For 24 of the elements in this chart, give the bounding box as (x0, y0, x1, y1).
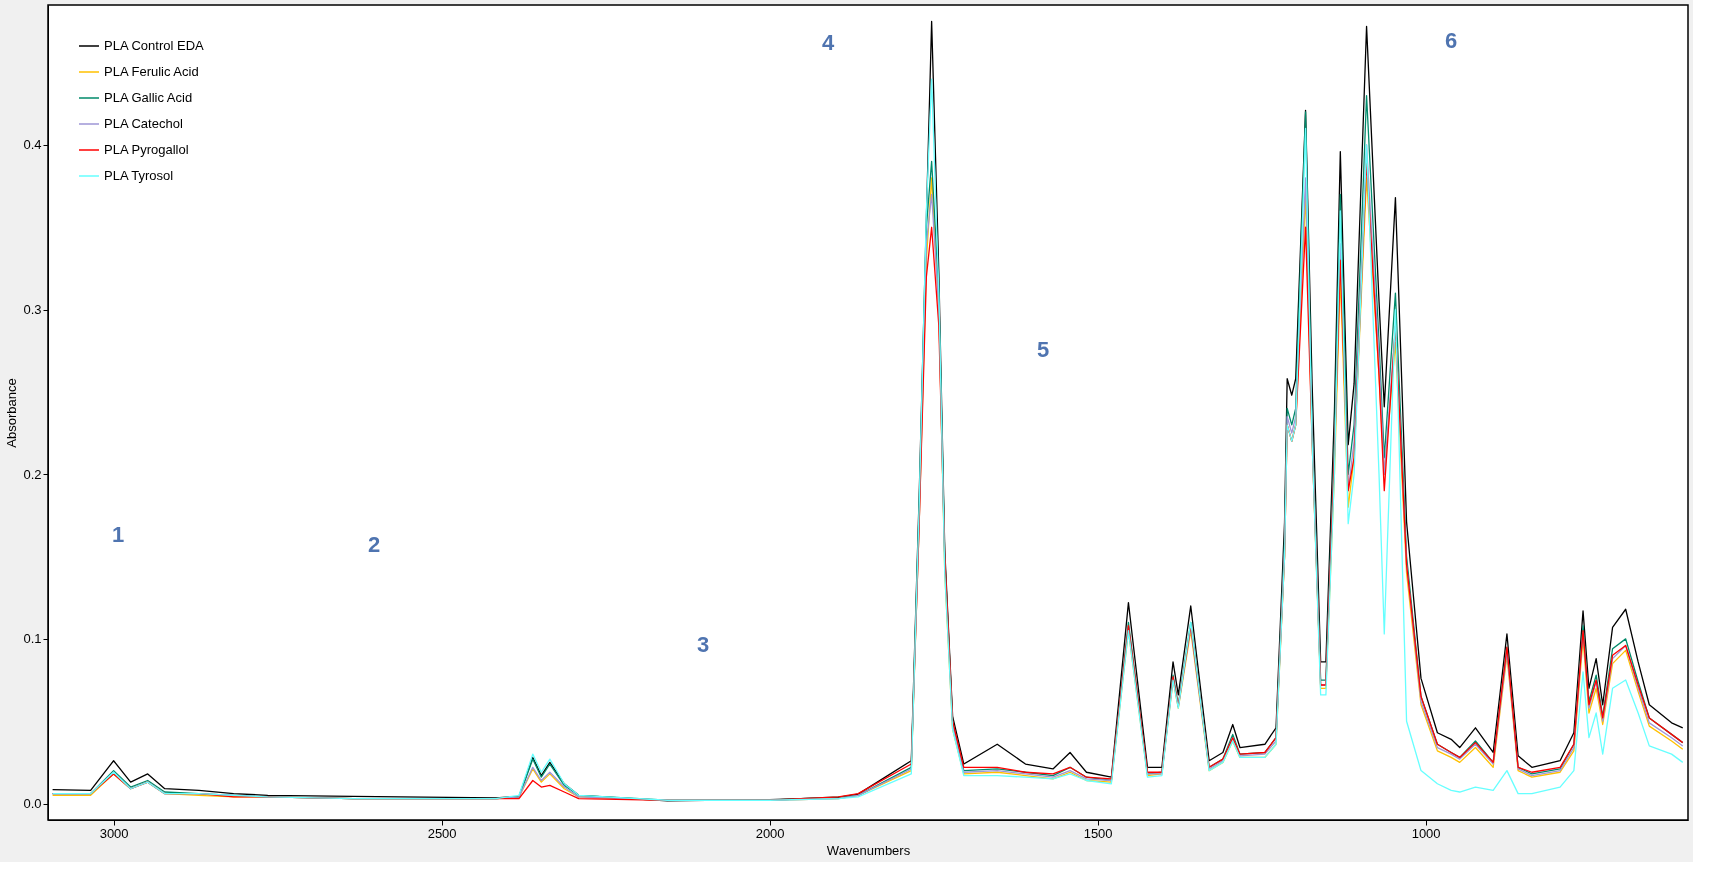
x-tick-label: 3000 (99, 825, 129, 841)
annotation: 2 (367, 532, 381, 557)
y-tick-label: 0.1 (23, 631, 42, 647)
legend-label: PLA Tyrosol (104, 168, 174, 183)
y-tick-label: 0.0 (23, 796, 42, 812)
x-tick-label: 1500 (1083, 825, 1113, 841)
legend-label: PLA Gallic Acid (104, 90, 193, 105)
y-tick-label: 0.2 (23, 466, 42, 482)
x-axis-title: Wavenumbers (826, 842, 911, 858)
legend-label: PLA Ferulic Acid (104, 64, 199, 79)
annotation: 5 (1036, 337, 1050, 362)
annotation: 6 (1444, 28, 1458, 53)
x-tick-label: 2500 (427, 825, 457, 841)
annotation: 4 (821, 30, 835, 55)
y-tick-label: 0.3 (23, 302, 42, 318)
x-tick-label: 1000 (1411, 825, 1441, 841)
y-axis-title: Absorbance (4, 378, 20, 448)
x-tick-label: 2000 (755, 825, 785, 841)
y-tick-label: 0.4 (23, 137, 42, 153)
legend-label: PLA Pyrogallol (104, 142, 189, 157)
annotation: 3 (696, 632, 710, 657)
legend-label: PLA Control EDA (104, 38, 205, 53)
legend-label: PLA Catechol (104, 116, 183, 131)
annotation: 1 (111, 522, 125, 547)
